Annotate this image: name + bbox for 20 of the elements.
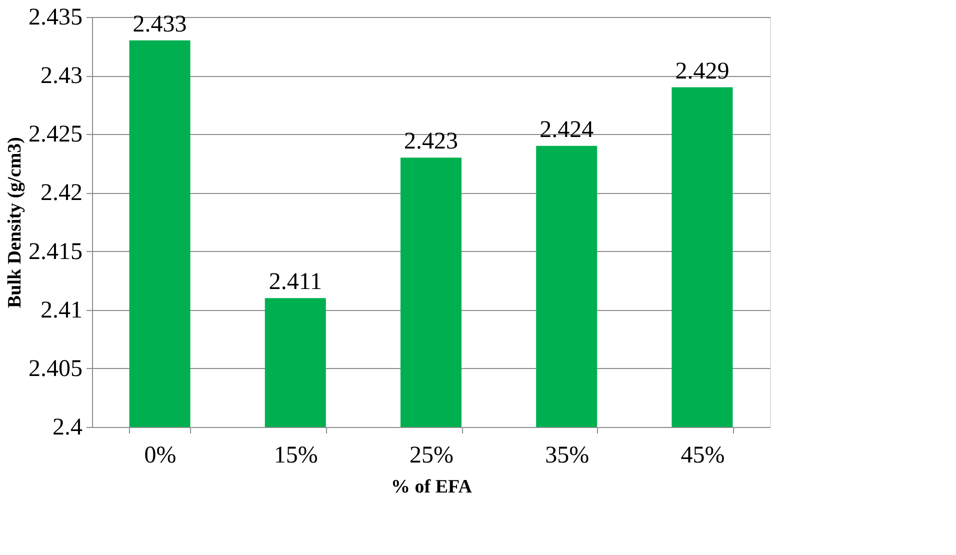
data-label: 2.411 <box>268 269 322 296</box>
x-axis-title: % of EFA <box>391 476 472 498</box>
y-tick-label: 2.425 <box>28 122 82 148</box>
data-label: 2.423 <box>404 128 458 155</box>
y-tick-label: 2.405 <box>28 356 82 382</box>
data-label: 2.424 <box>540 116 594 143</box>
y-tick-label: 2.43 <box>40 63 82 90</box>
data-label: 2.433 <box>132 11 187 38</box>
y-tick-label: 2.41 <box>40 297 82 324</box>
y-axis-title: Bulk Density (g/cm3) <box>4 137 26 308</box>
y-tick-label: 2.415 <box>28 238 82 265</box>
x-tick-label: 0% <box>144 442 176 468</box>
y-tick-label: 2.435 <box>28 4 82 30</box>
y-tick-label: 2.4 <box>52 414 82 440</box>
data-label: 2.429 <box>675 58 730 84</box>
x-tick-label: 45% <box>680 442 725 468</box>
y-tick-label: 2.42 <box>40 180 82 206</box>
x-tick-label: 25% <box>410 442 454 468</box>
x-tick-label: 15% <box>274 442 318 468</box>
x-tick-label: 35% <box>545 442 590 468</box>
